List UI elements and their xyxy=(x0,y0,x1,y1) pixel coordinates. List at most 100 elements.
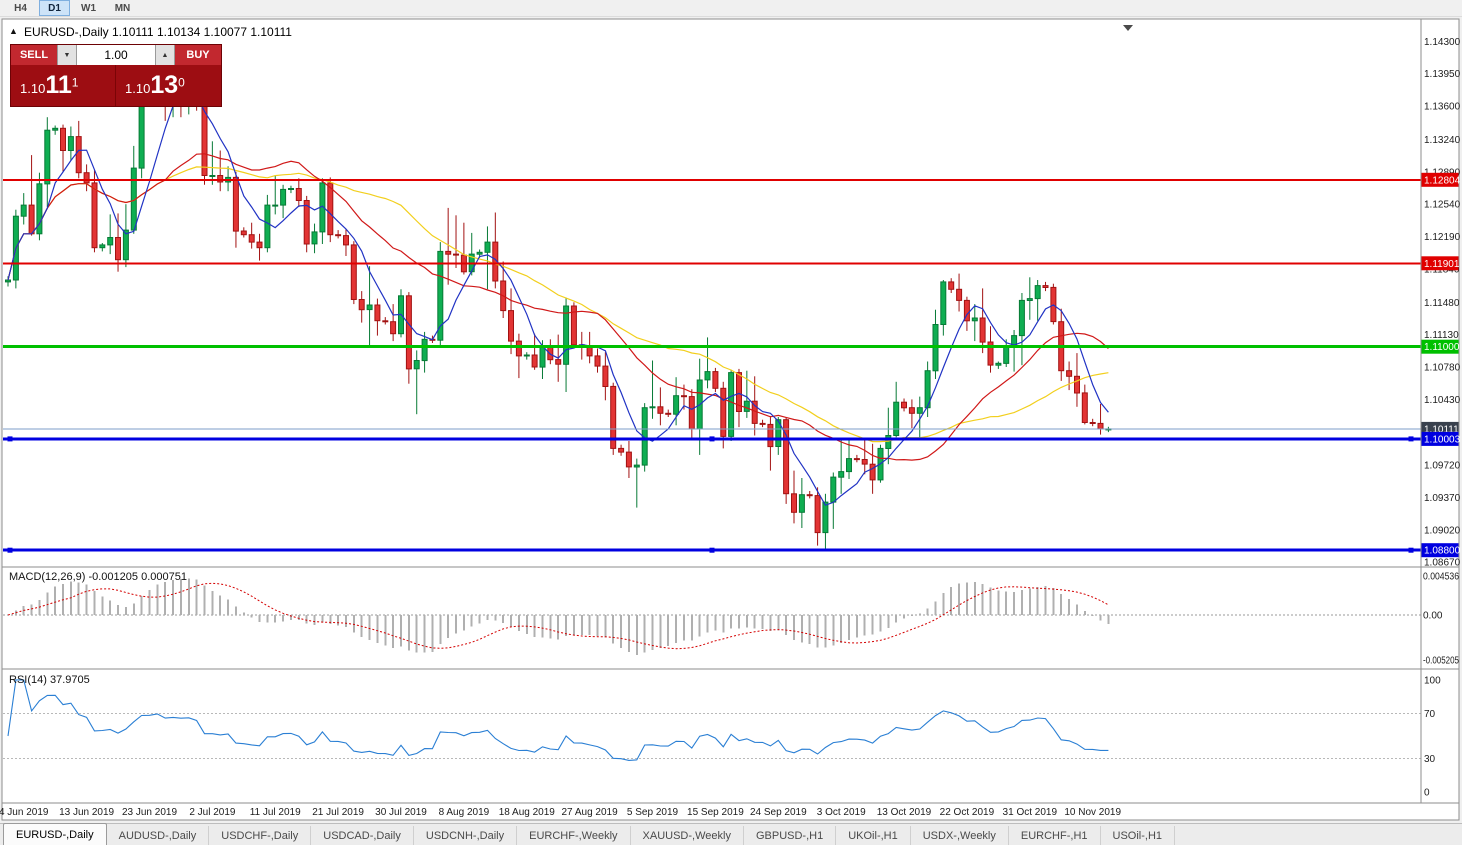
hline-handle[interactable] xyxy=(7,436,13,442)
buy-price-point: 0 xyxy=(178,75,185,90)
svg-text:1.11480: 1.11480 xyxy=(1424,298,1460,309)
chart-tab-usdchf-daily[interactable]: USDCHF-,Daily xyxy=(209,826,312,845)
slow-ma-line xyxy=(7,166,1109,443)
volume-up-icon: ▲ xyxy=(161,51,169,59)
svg-text:27 Aug 2019: 27 Aug 2019 xyxy=(562,807,619,818)
svg-text:1.10003: 1.10003 xyxy=(1424,434,1461,445)
svg-text:1.13950: 1.13950 xyxy=(1424,69,1461,80)
macd-histogram xyxy=(14,578,1110,655)
chart-tab-usoil-h1[interactable]: USOil-,H1 xyxy=(1101,826,1176,845)
macd-signal-line xyxy=(7,582,1109,650)
macd-axis-label: 0.004536 xyxy=(1423,571,1459,582)
timeframe-button-w1[interactable]: W1 xyxy=(81,2,96,14)
svg-text:22 Oct 2019: 22 Oct 2019 xyxy=(940,807,995,818)
price-badge xyxy=(1421,543,1459,558)
svg-text:1.10780: 1.10780 xyxy=(1424,363,1461,374)
one-click-trading-panel: SELL ▼ ▲ BUY 1.10111 1.10130 xyxy=(10,44,222,107)
svg-text:13 Oct 2019: 13 Oct 2019 xyxy=(877,807,932,818)
svg-text:30 Jul 2019: 30 Jul 2019 xyxy=(375,807,427,818)
sell-price-display: 1.10111 xyxy=(11,65,116,106)
svg-text:1.09370: 1.09370 xyxy=(1424,493,1461,504)
svg-text:1.09020: 1.09020 xyxy=(1424,525,1461,536)
chart-tab-xauusd-weekly[interactable]: XAUUSD-,Weekly xyxy=(631,826,744,845)
svg-text:15 Sep 2019: 15 Sep 2019 xyxy=(687,807,744,818)
one-click-collapse-icon[interactable]: ▲ xyxy=(9,26,18,36)
svg-text:4 Jun 2019: 4 Jun 2019 xyxy=(0,807,49,818)
svg-text:10 Nov 2019: 10 Nov 2019 xyxy=(1064,807,1121,818)
rsi-axis-label: 0 xyxy=(1424,788,1430,799)
hline-handle[interactable] xyxy=(7,547,13,553)
svg-text:1.08670: 1.08670 xyxy=(1424,558,1461,569)
svg-text:5 Sep 2019: 5 Sep 2019 xyxy=(627,807,679,818)
hline-handle[interactable] xyxy=(709,547,715,553)
hline-handle[interactable] xyxy=(1408,547,1414,553)
svg-text:1.08800: 1.08800 xyxy=(1424,546,1461,557)
svg-text:23 Jun 2019: 23 Jun 2019 xyxy=(122,807,177,818)
chart-tab-usdcad-daily[interactable]: USDCAD-,Daily xyxy=(311,826,414,845)
sell-button[interactable]: SELL xyxy=(11,45,57,65)
buy-price-prefix: 1.10 xyxy=(125,81,151,96)
svg-text:3 Oct 2019: 3 Oct 2019 xyxy=(817,807,866,818)
timeframe-button-mn[interactable]: MN xyxy=(114,2,131,14)
buy-price-pips: 13 xyxy=(150,71,179,99)
volume-decrease-button[interactable]: ▼ xyxy=(57,45,77,65)
volume-input[interactable] xyxy=(77,45,155,65)
price-badge xyxy=(1421,256,1459,271)
svg-text:1.12190: 1.12190 xyxy=(1424,232,1461,243)
price-chart[interactable]: 1.143001.139501.136001.132401.128901.125… xyxy=(0,17,1462,823)
svg-text:13 Jun 2019: 13 Jun 2019 xyxy=(59,807,114,818)
svg-text:1.11901: 1.11901 xyxy=(1424,259,1460,270)
hline-handle[interactable] xyxy=(709,436,715,442)
price-axis-scale[interactable]: 1.143001.139501.136001.132401.128901.125… xyxy=(1421,37,1461,569)
svg-text:1.11130: 1.11130 xyxy=(1424,330,1459,341)
chart-tab-eurchf-weekly[interactable]: EURCHF-,Weekly xyxy=(517,826,631,845)
price-badge xyxy=(1421,431,1459,446)
svg-text:24 Sep 2019: 24 Sep 2019 xyxy=(750,807,807,818)
svg-text:1.14300: 1.14300 xyxy=(1424,37,1461,48)
svg-text:1.12804: 1.12804 xyxy=(1424,175,1461,186)
chart-tab-usdx-weekly[interactable]: USDX-,Weekly xyxy=(911,826,1009,845)
price-badge xyxy=(1421,172,1459,187)
svg-text:1.09720: 1.09720 xyxy=(1424,461,1461,472)
rsi-axis-label: 30 xyxy=(1424,754,1436,765)
sell-price-prefix: 1.10 xyxy=(20,81,46,96)
chart-tab-usdcnh-daily[interactable]: USDCNH-,Daily xyxy=(414,826,518,845)
buy-price-display: 1.10130 xyxy=(116,65,221,106)
macd-indicator-label: MACD(12,26,9) -0.001205 0.000751 xyxy=(9,571,187,583)
chart-shift-marker-icon[interactable] xyxy=(1123,25,1133,31)
price-badge xyxy=(1421,339,1459,354)
time-axis-scale[interactable]: 4 Jun 2019 13 Jun 2019 23 Jun 2019 2 Jul 20… xyxy=(0,807,1121,818)
chart-tab-eurusd-daily[interactable]: EURUSD-,Daily xyxy=(3,823,107,845)
svg-text:1.10430: 1.10430 xyxy=(1424,395,1461,406)
buy-button[interactable]: BUY xyxy=(175,45,221,65)
svg-text:31 Oct 2019: 31 Oct 2019 xyxy=(1003,807,1058,818)
chart-tab-eurchf-h1[interactable]: EURCHF-,H1 xyxy=(1009,826,1101,845)
svg-text:18 Aug 2019: 18 Aug 2019 xyxy=(499,807,556,818)
svg-text:1.10111: 1.10111 xyxy=(1424,424,1459,435)
svg-text:8 Aug 2019: 8 Aug 2019 xyxy=(439,807,490,818)
chart-tab-gbpusd-h1[interactable]: GBPUSD-,H1 xyxy=(744,826,837,845)
svg-text:21 Jul 2019: 21 Jul 2019 xyxy=(312,807,364,818)
volume-increase-button[interactable]: ▲ xyxy=(155,45,175,65)
hline-handle[interactable] xyxy=(1408,436,1414,442)
chart-window-frame xyxy=(1,18,1460,821)
timeframe-button-d1[interactable]: D1 xyxy=(39,0,70,16)
svg-text:2 Jul 2019: 2 Jul 2019 xyxy=(189,807,236,818)
svg-text:1.11000: 1.11000 xyxy=(1424,342,1460,353)
sell-price-pips: 11 xyxy=(45,71,72,99)
sell-price-point: 1 xyxy=(71,75,79,90)
svg-text:1.12540: 1.12540 xyxy=(1424,200,1461,211)
chart-tab-audusd-daily[interactable]: AUDUSD-,Daily xyxy=(107,826,210,845)
timeframe-toolbar: H4 D1 W1 MN xyxy=(0,0,1462,17)
svg-text:1.13600: 1.13600 xyxy=(1424,102,1461,113)
macd-axis-label: 0.00 xyxy=(1423,611,1443,622)
chart-tabs-bar: EURUSD-,Daily AUDUSD-,Daily USDCHF-,Daily U… xyxy=(0,823,1462,845)
svg-text:11 Jul 2019: 11 Jul 2019 xyxy=(250,807,301,818)
rsi-line xyxy=(7,679,1109,761)
chart-tab-ukoil-h1[interactable]: UKOil-,H1 xyxy=(836,826,911,845)
timeframe-button-h4[interactable]: H4 xyxy=(14,2,27,14)
chart-ohlc-title: EURUSD-,Daily 1.10111 1.10134 1.10077 1.… xyxy=(24,25,292,39)
svg-text:1.13240: 1.13240 xyxy=(1424,135,1461,146)
rsi-axis-label: 100 xyxy=(1424,675,1441,686)
macd-axis-label: -0.005205 xyxy=(1423,656,1459,667)
